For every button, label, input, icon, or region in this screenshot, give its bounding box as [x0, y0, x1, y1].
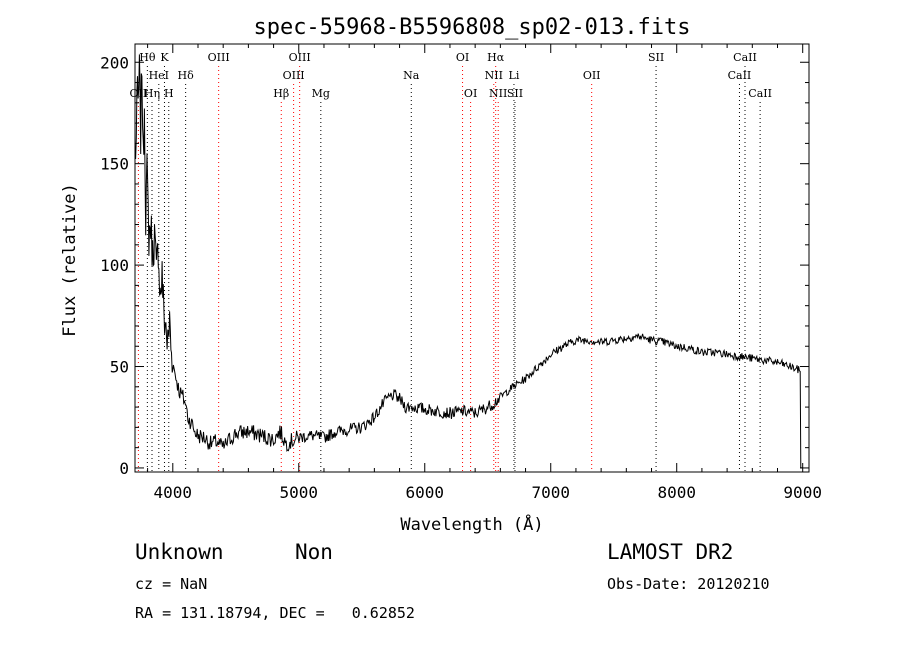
y-tick-label: 150 [100, 155, 129, 174]
x-tick-label: 4000 [154, 483, 193, 502]
spectral-line-label: OIII [208, 51, 230, 64]
redshift-cz: cz = NaN [135, 575, 208, 593]
spectral-line-label: HeI [149, 69, 169, 82]
spectral-line-label: NII [489, 87, 507, 100]
spectral-line-label: OII [583, 69, 601, 82]
spectral-line-label: Li [509, 69, 520, 82]
x-tick-label: 6000 [405, 483, 444, 502]
plot-frame [134, 43, 810, 473]
spectral-line-label: Na [403, 69, 420, 82]
spectral-line-label: Hα [487, 51, 505, 64]
coordinates: RA = 131.18794, DEC = 0.62852 [135, 604, 415, 622]
spectrum-series-line [135, 54, 803, 469]
spectral-line-label: CaII [728, 69, 752, 82]
spectral-line-label: SII [507, 87, 523, 100]
spectral-line-label: OI [456, 51, 469, 64]
spectral-line-label: Hθ [139, 51, 156, 64]
spectral-line-label: SII [648, 51, 664, 64]
y-tick-label: 50 [110, 358, 129, 377]
object-class: Unknown [135, 540, 224, 564]
spectral-line-label: Hδ [178, 69, 195, 82]
y-tick-label: 100 [100, 256, 129, 275]
survey-name: LAMOST DR2 [607, 540, 734, 564]
object-subclass: Non [295, 540, 333, 564]
observation-date: Obs-Date: 20120210 [607, 575, 770, 593]
y-tick-label: 200 [100, 53, 129, 72]
x-axis-label: Wavelength (Å) [400, 513, 543, 535]
y-axis-label: Flux (relative) [60, 183, 80, 337]
spectral-line-label: OIII [289, 51, 311, 64]
x-tick-label: 8000 [657, 483, 696, 502]
spectral-line-label: CaII [748, 87, 772, 100]
chart-title: spec-55968-B5596808_sp02-013.fits [253, 15, 690, 40]
spectral-line-label: NII [485, 69, 503, 82]
spectral-line-label: CaII [733, 51, 757, 64]
spectral-line-label: Hη [144, 87, 160, 100]
axis-ticks: 4000 5000 6000 7000 8000 9000 0 50 100 150 200 [100, 44, 822, 502]
spectral-line-label: Hβ [273, 87, 289, 100]
spectral-line-label: OIII [283, 69, 305, 82]
spectral-line-label: Mg [312, 87, 330, 100]
spectral-line-label: H [164, 87, 174, 100]
x-tick-label: 5000 [280, 483, 319, 502]
spectral-line-label: K [160, 51, 169, 64]
x-tick-label: 7000 [531, 483, 570, 502]
spectral-line-label: OI [464, 87, 477, 100]
y-tick-label: 0 [119, 459, 129, 478]
x-tick-label: 9000 [783, 483, 822, 502]
